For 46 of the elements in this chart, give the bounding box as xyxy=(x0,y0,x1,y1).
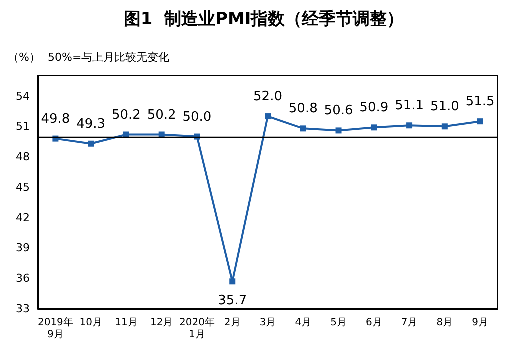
x-tick-label: 4月 xyxy=(295,318,312,328)
data-label: 51.5 xyxy=(466,94,495,110)
y-tick-label: 45 xyxy=(16,180,30,194)
y-tick-label: 33 xyxy=(16,302,30,316)
point xyxy=(477,118,484,125)
point xyxy=(442,124,448,130)
point xyxy=(406,122,413,129)
x-tick-label: 10月 xyxy=(80,318,102,328)
y-tick-label: 39 xyxy=(16,242,30,255)
data-label: 35.7 xyxy=(218,294,248,309)
data-label: 51.0 xyxy=(430,100,460,115)
data-label: 50.0 xyxy=(182,110,212,125)
y-tick-label: 54 xyxy=(16,90,30,103)
data-label: 50.2 xyxy=(112,108,141,123)
data-label: 51.1 xyxy=(395,98,424,114)
point xyxy=(88,140,94,147)
x-tick-label: 5月 xyxy=(330,318,347,328)
y-tick-label: 42 xyxy=(16,211,30,224)
point xyxy=(336,128,342,134)
x-tick-label: 2月 xyxy=(224,318,241,328)
point xyxy=(230,278,236,285)
point xyxy=(265,114,271,120)
point xyxy=(371,124,378,131)
x-tick-label: 9月 xyxy=(472,318,488,328)
x-tick-label: 11月 xyxy=(115,318,138,328)
x-tick-label: 12月 xyxy=(150,318,174,328)
text: （%） xyxy=(8,51,40,64)
chart-title: 图1 制造业PMI指数（经季节调整） xyxy=(124,10,404,30)
y-tick-label: 51 xyxy=(16,120,30,134)
y-tick-label: 36 xyxy=(16,272,30,286)
data-label: 49.8 xyxy=(41,112,70,127)
x-tick-label: 2019年 9月 xyxy=(38,316,74,340)
data-label: 49.3 xyxy=(76,116,106,132)
y-tick-label: 48 xyxy=(16,150,30,164)
x-tick-label: 2020年 1月 xyxy=(180,316,215,340)
x-tick-label: 6月 xyxy=(366,318,382,328)
x-tick-label: 7月 xyxy=(401,318,418,328)
x-tick-label: 8月 xyxy=(436,318,454,328)
text: 50%=与上月比较无变化 xyxy=(48,51,170,64)
data-label: 50.2 xyxy=(147,108,176,123)
data-label: 50.6 xyxy=(324,104,354,119)
x-tick-label: 3月 xyxy=(260,318,276,328)
data-label: 50.9 xyxy=(360,100,389,116)
data-label: 52.0 xyxy=(254,90,282,105)
data-label: 50.8 xyxy=(288,102,318,117)
point xyxy=(300,126,306,132)
